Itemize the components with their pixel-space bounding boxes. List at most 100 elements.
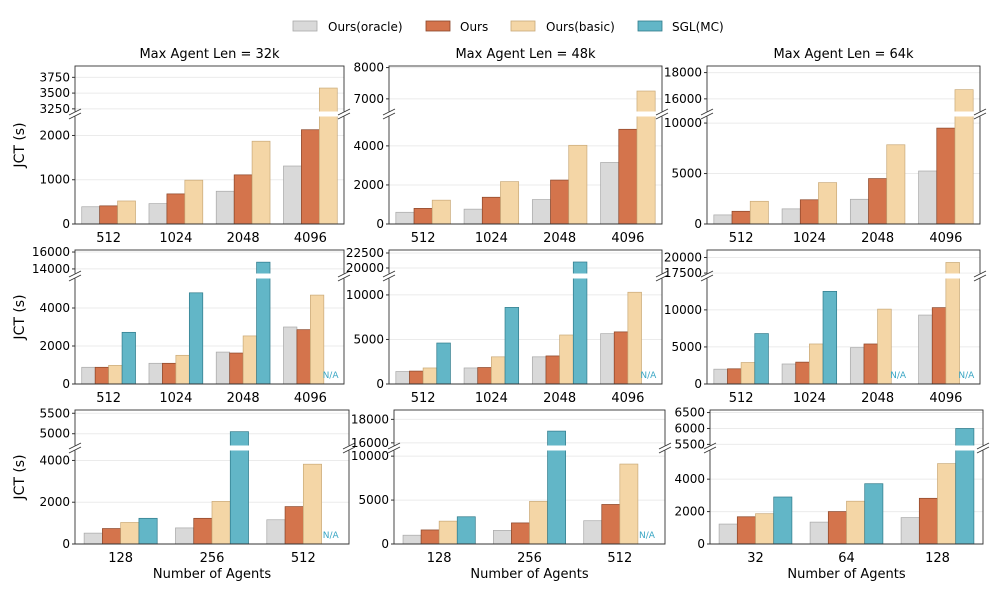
bar	[266, 519, 286, 545]
y-tick-label: 0	[376, 377, 384, 391]
na-label: N/A	[890, 371, 907, 381]
y-tick-label: 4000	[353, 139, 384, 153]
bar	[431, 199, 451, 225]
bar	[188, 292, 204, 385]
legend-label: Ours	[460, 20, 488, 34]
bar	[395, 371, 410, 385]
na-label: N/A	[958, 371, 975, 381]
bar	[283, 165, 302, 225]
bar	[727, 368, 742, 385]
bar-upper	[636, 90, 656, 113]
upper-axis-frame	[388, 65, 663, 113]
y-tick-label: 20000	[664, 250, 702, 264]
lower-axis-frame	[74, 450, 350, 545]
axis-break-mark	[973, 108, 987, 120]
bar	[749, 200, 769, 225]
bar	[166, 193, 186, 225]
bar-upper	[547, 430, 566, 447]
y-tick-label: 4000	[39, 301, 70, 315]
bar	[162, 362, 177, 385]
x-tick-label: 2048	[543, 391, 576, 406]
y-tick-label: 3750	[39, 70, 70, 84]
bar	[955, 449, 975, 545]
bar	[601, 504, 621, 545]
na-label: N/A	[639, 531, 656, 541]
bar	[918, 497, 938, 545]
bar	[936, 127, 956, 225]
bar	[849, 347, 865, 385]
bar	[283, 326, 298, 385]
bar	[120, 522, 140, 545]
x-tick-label: 2048	[543, 231, 576, 246]
y-tick-label: 5000	[671, 167, 702, 181]
x-tick-label: 512	[411, 231, 436, 246]
y-tick-label: 22500	[346, 246, 384, 260]
bar	[550, 179, 570, 225]
bar	[175, 354, 190, 385]
panel-3: 512 1024 2048 4096 0 5000 10000 16000 18000 Max A…	[664, 47, 987, 246]
y-axis-label: JCT (s)	[12, 122, 28, 168]
bar-upper	[945, 262, 960, 275]
bar	[799, 199, 819, 225]
y-tick-label: 8000	[353, 61, 384, 75]
x-tick-label: 512	[729, 391, 754, 406]
bar	[438, 520, 458, 545]
na-label: N/A	[323, 371, 340, 381]
x-tick-label: 1024	[793, 231, 826, 246]
bar	[740, 362, 756, 385]
bar	[572, 277, 588, 385]
y-tick-label: 16000	[351, 436, 389, 450]
bar	[846, 500, 866, 545]
bar	[422, 367, 438, 385]
axis-break-mark	[700, 270, 714, 282]
axis-break-mark	[655, 270, 669, 282]
bar	[886, 144, 906, 225]
break-mask	[74, 111, 345, 117]
bar	[302, 463, 322, 545]
y-axis-label: JCT (s)	[12, 294, 28, 340]
axis-break-mark	[382, 108, 396, 120]
legend-swatch	[292, 20, 318, 32]
bar	[849, 198, 869, 225]
panel-6: 512 1024 N/A 2048 N/A 4096 0 5000 10000 17500 2000…	[664, 249, 987, 406]
y-tick-label: 0	[694, 217, 702, 231]
x-tick-label: 128	[427, 551, 452, 566]
x-tick-label: 512	[96, 391, 121, 406]
y-tick-label: 2000	[39, 495, 70, 509]
bar	[420, 529, 440, 545]
axis-break-mark	[658, 442, 672, 454]
lower-axis-frame	[393, 450, 666, 545]
bar	[215, 190, 235, 225]
bar	[583, 520, 603, 545]
x-tick-label: 512	[607, 551, 632, 566]
lower-axis-frame	[74, 116, 345, 225]
y-tick-label: 17500	[664, 266, 702, 280]
y-tick-label: 5000	[671, 340, 702, 354]
y-tick-label: 2000	[353, 178, 384, 192]
bar-upper	[572, 261, 588, 275]
x-tick-label: 4096	[611, 231, 644, 246]
bar-upper	[256, 261, 271, 275]
bar	[256, 277, 271, 385]
bar	[945, 277, 960, 385]
bar	[175, 527, 195, 545]
x-axis-label: Number of Agents	[787, 567, 905, 582]
axis-break-mark	[976, 442, 990, 454]
y-tick-label: 0	[381, 537, 389, 551]
bar	[918, 314, 933, 385]
na-label: N/A	[640, 371, 657, 381]
bar	[636, 115, 656, 225]
x-tick-label: 4096	[294, 231, 327, 246]
panel-title: Max Agent Len = 48k	[455, 47, 596, 62]
bar	[81, 366, 96, 385]
na-label: N/A	[323, 531, 340, 541]
bar-upper	[229, 431, 249, 447]
x-tick-label: 256	[200, 551, 225, 566]
y-tick-label: 0	[697, 537, 705, 551]
bar	[713, 368, 728, 385]
bar	[618, 128, 638, 225]
bar	[795, 361, 810, 385]
break-mask	[706, 273, 981, 279]
